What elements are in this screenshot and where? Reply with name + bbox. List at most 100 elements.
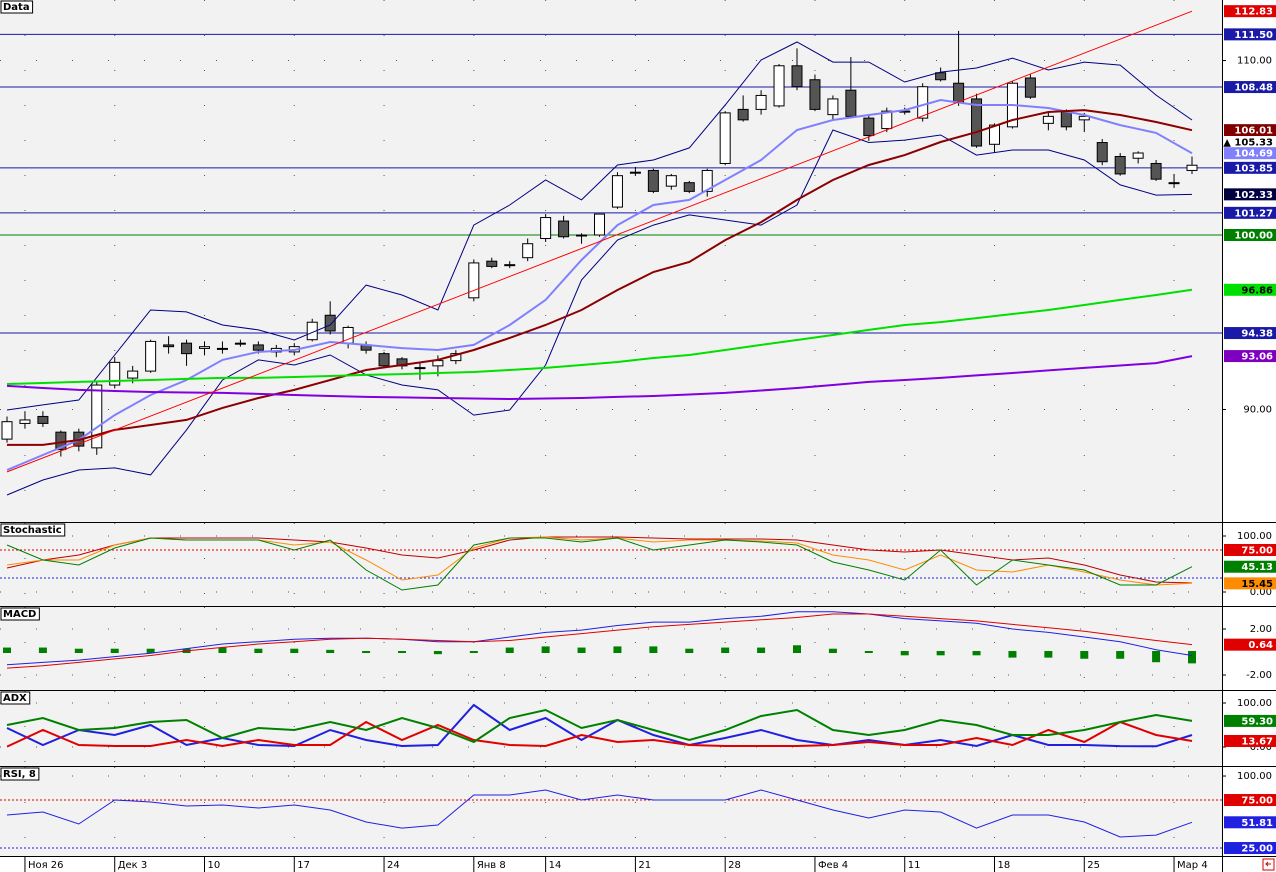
histogram-bar <box>74 648 83 654</box>
candle-body <box>755 94 767 110</box>
x-tick-label: Ноя 26 <box>28 860 64 871</box>
candle-body <box>1132 152 1144 159</box>
candle-body <box>647 169 659 192</box>
line <box>6 41 1193 411</box>
histogram-bar <box>613 646 622 654</box>
candle-body <box>127 370 139 379</box>
candle-body <box>1 421 13 440</box>
candle-body <box>1168 182 1180 185</box>
x-tick-label: 24 <box>387 860 400 871</box>
price-tag <box>1224 560 1276 573</box>
candle-body <box>701 169 713 192</box>
price-tag <box>1224 206 1276 219</box>
price-tag-label: 111.50 <box>1234 30 1273 41</box>
histogram-bar <box>649 646 658 654</box>
x-tick-label: 10 <box>208 860 221 871</box>
plot-bg <box>0 691 1222 766</box>
candle-body <box>791 65 803 88</box>
candle-body <box>378 353 390 367</box>
candle-body <box>576 234 588 237</box>
line <box>6 537 1193 591</box>
price-tag-label: 25.00 <box>1241 844 1273 855</box>
x-tick-label: 11 <box>908 860 921 871</box>
plot-bg <box>0 523 1222 606</box>
price-tag-label: 104.69 <box>1234 149 1273 160</box>
histogram-bar <box>577 647 586 654</box>
histogram-bar <box>326 649 335 654</box>
price-tag-label: 93.06 <box>1241 352 1273 363</box>
line <box>6 613 1193 669</box>
line <box>6 355 1193 401</box>
price-tag-label: 100.00 <box>1234 231 1273 242</box>
price-tag-label: 94.38 <box>1241 329 1273 340</box>
y-tick-label: 0.00 <box>1250 587 1272 598</box>
y-tick-label: 0.00 <box>1250 742 1272 753</box>
candle-body <box>414 367 426 370</box>
histogram-bar <box>146 648 155 654</box>
price-tag <box>1224 638 1276 651</box>
histogram-bar <box>972 651 981 656</box>
price-tag <box>1224 794 1276 807</box>
candle-body <box>737 108 749 121</box>
histogram-bar <box>469 651 478 654</box>
price-tag-label: 106.01 <box>1234 126 1273 137</box>
price-tag <box>1224 842 1276 855</box>
corner-icon-arrow <box>1265 861 1271 867</box>
panel-plot <box>0 767 1222 856</box>
price-tag-label: 75.00 <box>1241 545 1273 556</box>
x-tick-label: 21 <box>638 860 651 871</box>
candle-body <box>773 65 785 107</box>
panel-title: ADX <box>3 693 27 704</box>
histogram-bar <box>110 648 119 654</box>
candle-body <box>145 340 157 372</box>
histogram-bar <box>290 648 299 654</box>
y-tick-label: 100.00 <box>1237 771 1272 782</box>
price-tag-label: 103.85 <box>1234 163 1273 174</box>
panel-title-box <box>0 691 31 705</box>
panel-title-box <box>0 607 40 621</box>
histogram-bar <box>1080 651 1089 659</box>
x-tick-label: Мар 4 <box>1177 860 1208 871</box>
candle-body <box>845 89 857 117</box>
candle-body <box>37 415 49 424</box>
price-tag <box>1224 577 1276 590</box>
panel-title-box <box>0 0 34 14</box>
price-tag-label: ▲ 105.33 <box>1223 138 1273 149</box>
candle-body <box>504 264 516 267</box>
candle-body <box>1078 115 1090 121</box>
price-tag <box>1224 161 1276 174</box>
price-tag <box>1224 147 1276 160</box>
price-tag-label: 59.30 <box>1241 716 1273 727</box>
candle-body <box>558 220 570 238</box>
histogram-bar <box>1008 651 1017 658</box>
line <box>6 10 1193 473</box>
candle-body <box>917 86 929 119</box>
candle-body <box>1114 155 1126 175</box>
histogram-bar <box>936 651 945 656</box>
panel-plot <box>0 523 1222 606</box>
panel-title: Stochastic <box>3 525 62 536</box>
candle-body <box>1186 164 1198 171</box>
price-tag-label: 13.67 <box>1241 736 1273 747</box>
candle-body <box>252 344 264 351</box>
histogram-bar <box>828 648 837 654</box>
price-tag-label: 108.48 <box>1234 83 1273 94</box>
histogram-bar <box>1044 651 1053 658</box>
line <box>6 288 1193 385</box>
candle-body <box>611 175 623 208</box>
price-tag <box>1224 816 1276 829</box>
panel-plot <box>0 0 1222 522</box>
plot-bg <box>0 767 1222 856</box>
histogram-bar <box>793 645 801 654</box>
line <box>6 708 1193 744</box>
histogram-bar <box>362 651 371 654</box>
panel-title: Data <box>3 2 30 13</box>
histogram-bar <box>254 648 263 654</box>
y-tick-label: 2.00 <box>1250 624 1272 635</box>
histogram-bar <box>1152 651 1161 663</box>
y-tick-label: 90.00 <box>1243 404 1272 415</box>
histogram-bar <box>3 647 11 654</box>
price-tag-label: 15.45 <box>1241 579 1273 590</box>
y-tick-label: 100.00 <box>1237 531 1272 542</box>
